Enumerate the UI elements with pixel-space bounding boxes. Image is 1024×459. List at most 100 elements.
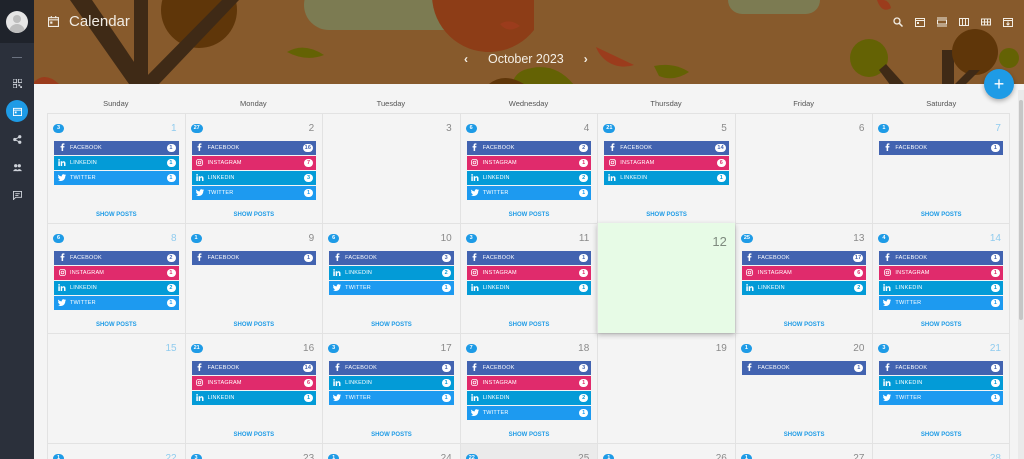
sidebar-item-calendar[interactable] bbox=[6, 100, 28, 122]
calendar-day[interactable]: 1 22 bbox=[47, 444, 185, 459]
social-row-facebook[interactable]: FACEBOOK 1 bbox=[879, 251, 1003, 265]
avatar[interactable] bbox=[6, 10, 28, 33]
calendar-day[interactable]: 1 26 bbox=[597, 444, 735, 459]
social-row-instagram[interactable]: INSTAGRAM 1 bbox=[54, 266, 179, 280]
add-post-button[interactable]: + bbox=[984, 69, 1014, 99]
show-posts-link[interactable]: SHOW POSTS bbox=[783, 322, 825, 328]
social-row-instagram[interactable]: INSTAGRAM 6 bbox=[604, 156, 729, 170]
calendar-day[interactable]: 19 bbox=[597, 334, 735, 443]
social-row-linkedin[interactable]: LINKEDIN 2 bbox=[466, 171, 592, 185]
show-posts-link[interactable]: SHOW POSTS bbox=[233, 322, 275, 328]
day-view-button[interactable] bbox=[914, 16, 926, 28]
calendar-day[interactable]: 3 23 bbox=[184, 444, 323, 459]
calendar-day[interactable]: 1 27 bbox=[734, 444, 873, 459]
week-view-button[interactable] bbox=[958, 16, 970, 28]
social-row-instagram[interactable]: INSTAGRAM 1 bbox=[879, 266, 1003, 280]
social-row-facebook[interactable]: FACEBOOK 2 bbox=[54, 251, 179, 265]
show-posts-link[interactable]: SHOW POSTS bbox=[371, 432, 412, 438]
social-row-facebook[interactable]: FACEBOOK 14 bbox=[191, 361, 317, 375]
social-row-linkedin[interactable]: LINKEDIN 1 bbox=[879, 376, 1003, 390]
social-row-facebook[interactable]: FACEBOOK 1 bbox=[879, 141, 1003, 155]
social-row-facebook[interactable]: FACEBOOK 1 bbox=[329, 361, 454, 375]
social-row-facebook[interactable]: FACEBOOK 14 bbox=[604, 141, 729, 155]
calendar-day[interactable]: 3 bbox=[322, 114, 460, 223]
calendar-day[interactable]: 6 4 FACEBOOK 2 INSTAGRAM 1 LINKEDIN 2 TWITTER 1 SH… bbox=[459, 114, 598, 223]
page-scrollbar[interactable] bbox=[1018, 90, 1024, 459]
calendar-day-today[interactable]: 12 bbox=[597, 223, 735, 333]
social-row-twitter[interactable]: TWITTER 1 bbox=[54, 296, 179, 310]
social-row-instagram[interactable]: INSTAGRAM 6 bbox=[741, 266, 867, 280]
list-view-button[interactable] bbox=[936, 16, 948, 28]
calendar-day[interactable]: 1 20 FACEBOOK 1 SHOW POSTS bbox=[734, 334, 873, 443]
show-posts-link[interactable]: SHOW POSTS bbox=[95, 322, 137, 328]
social-row-facebook[interactable]: FACEBOOK 1 bbox=[466, 251, 592, 265]
social-row-facebook[interactable]: FACEBOOK 2 bbox=[466, 141, 592, 155]
calendar-day[interactable]: 1 24 bbox=[322, 444, 460, 459]
calendar-day[interactable]: 21 16 FACEBOOK 14 INSTAGRAM 6 LINKEDIN 1 SHOW PO… bbox=[184, 334, 323, 443]
social-row-facebook[interactable]: FACEBOOK 3 bbox=[329, 251, 454, 265]
social-row-instagram[interactable]: INSTAGRAM 1 bbox=[466, 266, 592, 280]
social-row-linkedin[interactable]: LINKEDIN 1 bbox=[54, 156, 179, 170]
social-row-facebook[interactable]: FACEBOOK 1 bbox=[741, 361, 867, 375]
social-row-twitter[interactable]: TWITTER 1 bbox=[191, 186, 317, 200]
calendar-day[interactable]: 3 1 FACEBOOK 1 LINKEDIN 1 TWITTER 1 SHOW POSTS bbox=[47, 114, 185, 223]
show-posts-link[interactable]: SHOW POSTS bbox=[508, 212, 550, 218]
social-row-facebook[interactable]: FACEBOOK 16 bbox=[191, 141, 317, 155]
month-view-button[interactable] bbox=[980, 16, 992, 28]
social-row-facebook[interactable]: FACEBOOK 1 bbox=[879, 361, 1003, 375]
social-row-linkedin[interactable]: LINKEDIN 2 bbox=[329, 266, 454, 280]
sidebar-item-users[interactable] bbox=[6, 156, 28, 178]
calendar-day[interactable]: 6 8 FACEBOOK 2 INSTAGRAM 1 LINKEDIN 2 TWITTER 1 SH… bbox=[47, 224, 185, 333]
calendar-day[interactable]: 7 18 FACEBOOK 3 INSTAGRAM 1 LINKEDIN 2 TWITTER 1 S… bbox=[459, 334, 598, 443]
sidebar-item-social[interactable] bbox=[6, 128, 28, 150]
calendar-day[interactable]: 1 7 FACEBOOK 1 SHOW POSTS bbox=[872, 114, 1010, 223]
sidebar-item-dashboard[interactable] bbox=[6, 72, 28, 94]
calendar-day[interactable]: 3 17 FACEBOOK 1 LINKEDIN 1 TWITTER 1 SHOW POSTS bbox=[322, 334, 460, 443]
show-posts-link[interactable]: SHOW POSTS bbox=[646, 212, 687, 218]
social-row-twitter[interactable]: TWITTER 1 bbox=[879, 296, 1003, 310]
show-posts-link[interactable]: SHOW POSTS bbox=[233, 212, 275, 218]
calendar-day[interactable]: 21 5 FACEBOOK 14 INSTAGRAM 6 LINKEDIN 1 SHOW POS… bbox=[597, 114, 735, 223]
calendar-day[interactable]: 28 bbox=[872, 444, 1010, 459]
social-row-instagram[interactable]: INSTAGRAM 7 bbox=[191, 156, 317, 170]
social-row-linkedin[interactable]: LINKEDIN 2 bbox=[741, 281, 867, 295]
calendar-day[interactable]: 6 bbox=[734, 114, 873, 223]
social-row-instagram[interactable]: INSTAGRAM 1 bbox=[466, 156, 592, 170]
show-posts-link[interactable]: SHOW POSTS bbox=[508, 322, 550, 328]
social-row-twitter[interactable]: TWITTER 1 bbox=[466, 406, 592, 420]
social-row-twitter[interactable]: TWITTER 1 bbox=[54, 171, 179, 185]
calendar-day[interactable]: 25 13 FACEBOOK 17 INSTAGRAM 6 LINKEDIN 2 SHOW PO… bbox=[734, 224, 873, 333]
social-row-facebook[interactable]: FACEBOOK 17 bbox=[741, 251, 867, 265]
social-row-twitter[interactable]: TWITTER 1 bbox=[466, 186, 592, 200]
scrollbar-thumb[interactable] bbox=[1019, 100, 1023, 320]
social-row-twitter[interactable]: TWITTER 1 bbox=[329, 281, 454, 295]
social-row-facebook[interactable]: FACEBOOK 1 bbox=[191, 251, 317, 265]
calendar-day[interactable]: 27 2 FACEBOOK 16 INSTAGRAM 7 LINKEDIN 3 TWITTER 1… bbox=[184, 114, 323, 223]
show-posts-link[interactable]: SHOW POSTS bbox=[783, 432, 825, 438]
show-posts-link[interactable]: SHOW POSTS bbox=[508, 432, 550, 438]
show-posts-link[interactable]: SHOW POSTS bbox=[233, 432, 275, 438]
social-row-linkedin[interactable]: LINKEDIN 1 bbox=[604, 171, 729, 185]
show-posts-link[interactable]: SHOW POSTS bbox=[920, 432, 962, 438]
calendar-day[interactable]: 3 21 FACEBOOK 1 LINKEDIN 1 TWITTER 1 SHOW POSTS bbox=[872, 334, 1010, 443]
calendar-day[interactable]: 1 9 FACEBOOK 1 SHOW POSTS bbox=[184, 224, 323, 333]
social-row-twitter[interactable]: TWITTER 1 bbox=[879, 391, 1003, 405]
show-posts-link[interactable]: SHOW POSTS bbox=[95, 212, 137, 218]
calendar-day[interactable]: 3 11 FACEBOOK 1 INSTAGRAM 1 LINKEDIN 1 SHOW POST… bbox=[459, 224, 598, 333]
show-posts-link[interactable]: SHOW POSTS bbox=[920, 322, 962, 328]
social-row-facebook[interactable]: FACEBOOK 3 bbox=[466, 361, 592, 375]
social-row-linkedin[interactable]: LINKEDIN 1 bbox=[329, 376, 454, 390]
social-row-linkedin[interactable]: LINKEDIN 2 bbox=[466, 391, 592, 405]
calendar-day[interactable]: 15 bbox=[47, 334, 185, 443]
social-row-twitter[interactable]: TWITTER 1 bbox=[329, 391, 454, 405]
social-row-linkedin[interactable]: LINKEDIN 2 bbox=[54, 281, 179, 295]
sidebar-item-feedback[interactable] bbox=[6, 184, 28, 206]
social-row-linkedin[interactable]: LINKEDIN 1 bbox=[879, 281, 1003, 295]
calendar-day[interactable]: 22 25 bbox=[459, 444, 598, 459]
social-row-instagram[interactable]: INSTAGRAM 6 bbox=[191, 376, 317, 390]
social-row-instagram[interactable]: INSTAGRAM 1 bbox=[466, 376, 592, 390]
chevron-right-icon[interactable]: › bbox=[583, 52, 588, 66]
calendar-day[interactable]: 6 10 FACEBOOK 3 LINKEDIN 2 TWITTER 1 SHOW POSTS bbox=[322, 224, 460, 333]
social-row-linkedin[interactable]: LINKEDIN 1 bbox=[466, 281, 592, 295]
show-posts-link[interactable]: SHOW POSTS bbox=[371, 322, 412, 328]
